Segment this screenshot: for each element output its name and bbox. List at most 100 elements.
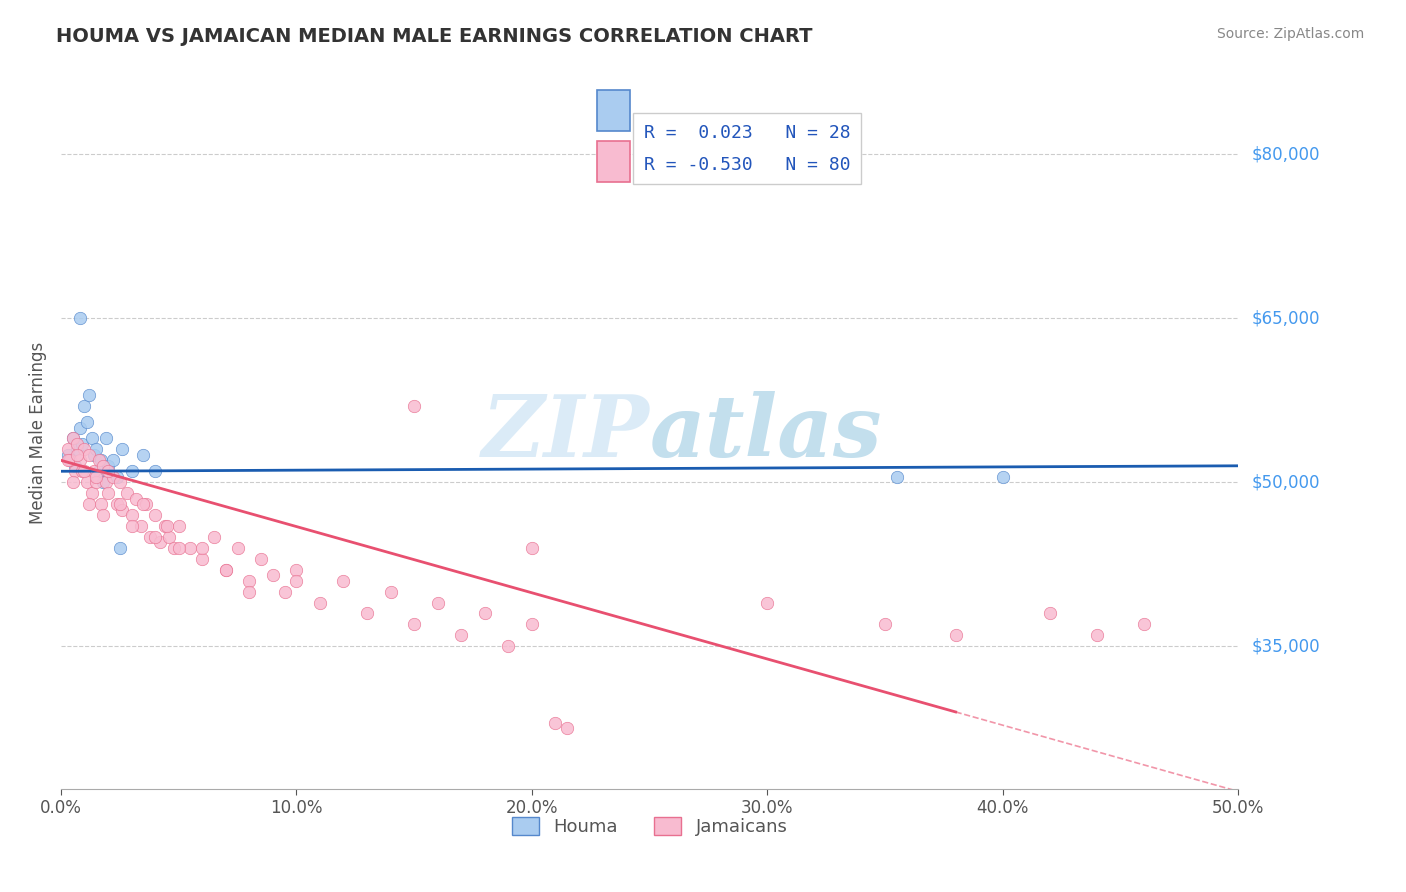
- Point: [238, 574, 260, 588]
- Point: [77, 497, 100, 511]
- Point: [73, 464, 96, 478]
- Point: [544, 715, 567, 730]
- Point: [84, 442, 107, 457]
- Point: [1039, 607, 1062, 621]
- Point: [56, 442, 79, 457]
- Point: [143, 464, 166, 478]
- Point: [404, 399, 426, 413]
- Point: [84, 475, 107, 490]
- Point: [191, 541, 214, 555]
- Point: [139, 530, 162, 544]
- Point: [215, 563, 238, 577]
- Point: [66, 437, 89, 451]
- Text: Source: ZipAtlas.com: Source: ZipAtlas.com: [1216, 27, 1364, 41]
- Point: [77, 387, 100, 401]
- Point: [153, 519, 176, 533]
- Point: [84, 469, 107, 483]
- Point: [132, 497, 155, 511]
- Point: [83, 464, 105, 478]
- Point: [87, 453, 110, 467]
- Point: [426, 596, 449, 610]
- Point: [380, 584, 402, 599]
- Point: [202, 530, 225, 544]
- Point: [91, 458, 114, 473]
- Point: [356, 607, 378, 621]
- Point: [63, 464, 86, 478]
- Point: [450, 628, 472, 642]
- Point: [77, 448, 100, 462]
- Point: [129, 519, 152, 533]
- Point: [73, 399, 96, 413]
- Point: [143, 530, 166, 544]
- Point: [66, 448, 89, 462]
- Point: [56, 453, 79, 467]
- Point: [76, 475, 98, 490]
- Point: [83, 448, 105, 462]
- Point: [108, 497, 131, 511]
- Point: [132, 448, 155, 462]
- Point: [69, 311, 91, 326]
- Point: [87, 464, 110, 478]
- Legend: Houma, Jamaicans: Houma, Jamaicans: [505, 810, 794, 844]
- Point: [70, 437, 93, 451]
- Point: [76, 415, 98, 429]
- Point: [756, 596, 779, 610]
- Text: R =  0.023   N = 28
R = -0.530   N = 80: R = 0.023 N = 28 R = -0.530 N = 80: [644, 124, 851, 174]
- Point: [121, 519, 143, 533]
- Point: [62, 432, 84, 446]
- Point: [167, 519, 190, 533]
- Y-axis label: Median Male Earnings: Median Male Earnings: [30, 342, 46, 524]
- Point: [90, 453, 112, 467]
- Point: [250, 551, 273, 566]
- Text: $50,000: $50,000: [1253, 474, 1320, 491]
- Point: [107, 497, 129, 511]
- Point: [332, 574, 354, 588]
- Point: [156, 519, 179, 533]
- Point: [59, 453, 82, 467]
- Point: [135, 497, 157, 511]
- Point: [66, 442, 89, 457]
- Point: [91, 475, 114, 490]
- Text: $35,000: $35,000: [1253, 637, 1320, 656]
- Point: [157, 530, 180, 544]
- Point: [56, 448, 79, 462]
- Point: [101, 453, 124, 467]
- Point: [80, 486, 103, 500]
- Point: [498, 640, 520, 654]
- FancyBboxPatch shape: [596, 89, 630, 131]
- Point: [215, 563, 238, 577]
- Point: [179, 541, 201, 555]
- Point: [62, 432, 84, 446]
- Point: [69, 420, 91, 434]
- Point: [555, 722, 578, 736]
- Point: [991, 469, 1014, 483]
- Point: [886, 469, 908, 483]
- Text: atlas: atlas: [650, 392, 882, 475]
- Point: [474, 607, 496, 621]
- Point: [69, 453, 91, 467]
- Point: [62, 475, 84, 490]
- Point: [520, 541, 543, 555]
- Point: [273, 584, 295, 599]
- Point: [111, 442, 134, 457]
- Point: [97, 486, 120, 500]
- Point: [262, 568, 284, 582]
- Point: [520, 617, 543, 632]
- Point: [163, 541, 186, 555]
- Point: [285, 574, 308, 588]
- Point: [70, 464, 93, 478]
- Point: [107, 469, 129, 483]
- Point: [59, 453, 82, 467]
- Point: [167, 541, 190, 555]
- Point: [97, 458, 120, 473]
- Point: [404, 617, 426, 632]
- Text: HOUMA VS JAMAICAN MEDIAN MALE EARNINGS CORRELATION CHART: HOUMA VS JAMAICAN MEDIAN MALE EARNINGS C…: [56, 27, 813, 45]
- Text: $65,000: $65,000: [1253, 310, 1320, 327]
- Point: [108, 475, 131, 490]
- Point: [73, 442, 96, 457]
- Point: [101, 469, 124, 483]
- Point: [115, 486, 138, 500]
- Point: [873, 617, 896, 632]
- Point: [80, 432, 103, 446]
- Point: [191, 551, 214, 566]
